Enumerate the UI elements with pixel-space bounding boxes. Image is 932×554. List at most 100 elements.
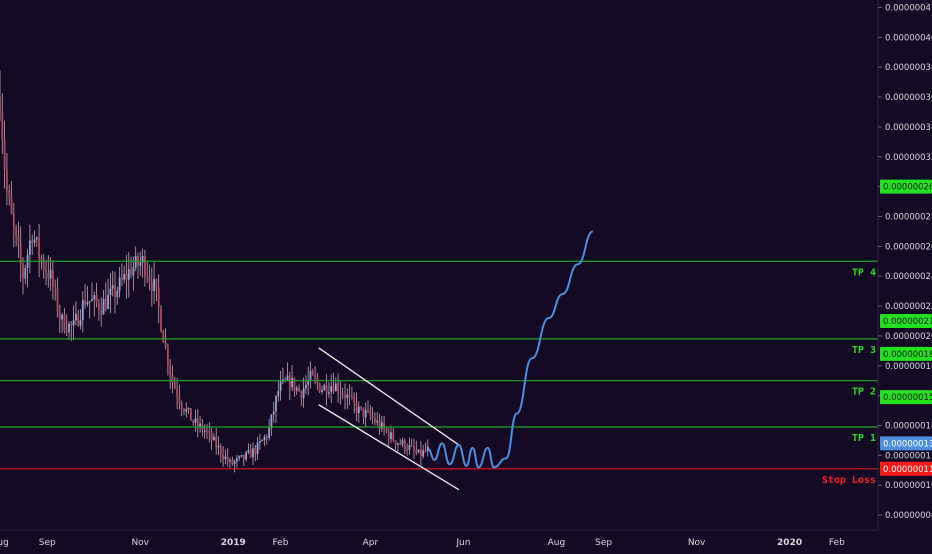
candle-body xyxy=(185,408,188,412)
candle-body xyxy=(376,420,379,423)
candle-body xyxy=(247,450,250,453)
candle-body xyxy=(328,392,330,394)
candle-body xyxy=(314,374,316,379)
candle-body xyxy=(249,450,252,458)
candle-body xyxy=(219,445,222,455)
candle-body xyxy=(277,390,280,397)
candle-body xyxy=(291,377,293,388)
candle-body xyxy=(369,410,372,416)
candle-body xyxy=(344,395,346,399)
candle-body xyxy=(95,295,98,303)
candle-body xyxy=(3,139,6,170)
price-tick-label: 0.00000008 xyxy=(885,511,932,521)
candle-body xyxy=(116,291,119,298)
candle-body xyxy=(203,430,206,432)
candle-body xyxy=(1,113,4,140)
candle-body xyxy=(213,436,215,441)
projection-line xyxy=(427,230,594,469)
levels: TP 4 TP 3 TP 2 TP 1 Stop Loss xyxy=(0,260,878,486)
candle-body xyxy=(378,420,381,429)
candle-body xyxy=(229,460,231,462)
candle-body xyxy=(238,456,241,459)
price-badges: 0.00000026 0.00000013 0.00000021 0.00000018… xyxy=(880,179,932,476)
candle-body xyxy=(102,298,105,315)
candles xyxy=(0,70,429,473)
price-badge xyxy=(880,313,932,328)
candle-body xyxy=(224,456,227,460)
level-label: TP 4 xyxy=(852,267,876,278)
time-tick-label: Feb xyxy=(829,538,845,548)
price-badge xyxy=(880,346,932,361)
candle-body xyxy=(176,388,178,397)
candle-body xyxy=(417,449,420,453)
candle-body xyxy=(84,300,86,305)
candle-body xyxy=(321,390,323,392)
price-tick-label: 0.00000014 xyxy=(885,421,932,431)
candle-body xyxy=(272,411,275,415)
candle-body xyxy=(180,403,183,409)
candle-body xyxy=(196,418,199,427)
price-badge-label: 0.00000015 xyxy=(883,393,932,403)
time-tick-label: 2020 xyxy=(777,538,802,548)
price-badge-label: 0.00000011 xyxy=(883,465,932,475)
candle-body xyxy=(371,415,374,419)
candle-body xyxy=(125,274,128,280)
candle-body xyxy=(111,284,114,289)
time-tick-label: Apr xyxy=(363,538,379,548)
candle-body xyxy=(367,410,369,412)
price-tick-label: 0.00000034 xyxy=(885,123,932,133)
candle-body xyxy=(98,302,100,311)
candle-body xyxy=(123,274,126,280)
price-tick-label: 0.00000022 xyxy=(885,302,932,312)
candle-body xyxy=(387,431,390,440)
price-badge xyxy=(880,179,932,194)
candle-body xyxy=(61,314,63,320)
candle-body xyxy=(364,410,367,418)
time-tick-label: Feb xyxy=(273,538,289,548)
candle-body xyxy=(362,407,365,418)
candle-body xyxy=(410,445,413,447)
candle-body xyxy=(256,442,259,455)
price-tick-label: 0.00000040 xyxy=(885,33,932,43)
candle-body xyxy=(132,267,135,276)
projection-path xyxy=(427,230,594,469)
candle-body xyxy=(130,269,132,276)
price-badge xyxy=(880,461,932,476)
candle-body xyxy=(302,388,305,398)
candle-body xyxy=(385,428,388,432)
candle-body xyxy=(415,450,418,453)
candle-body xyxy=(351,395,353,397)
candle-body xyxy=(222,454,224,460)
candle-body xyxy=(210,431,213,441)
candle-body xyxy=(144,255,146,276)
candle-body xyxy=(45,270,47,273)
candle-body xyxy=(47,272,50,279)
candle-body xyxy=(192,420,195,423)
candle-body xyxy=(194,418,197,423)
candle-body xyxy=(153,279,155,292)
level-label: Stop Loss xyxy=(822,475,876,486)
candle-body xyxy=(54,286,57,288)
price-badge-label: 0.00000026 xyxy=(883,183,932,193)
price-tick-label: 0.00000036 xyxy=(885,93,932,103)
candle-body xyxy=(157,287,160,308)
time-tick-label: Jun xyxy=(455,538,470,548)
candle-body xyxy=(298,387,300,392)
candle-body xyxy=(8,190,11,197)
candle-body xyxy=(286,375,289,381)
candle-body xyxy=(19,244,22,264)
candle-body xyxy=(127,269,130,280)
candle-body xyxy=(40,258,43,262)
candle-body xyxy=(17,235,20,245)
time-tick-label: Sep xyxy=(595,538,612,548)
time-axis[interactable]: Aug Sep Nov 2019 Feb Apr Jun Aug Sep Nov 2020 Feb xyxy=(0,538,845,548)
candle-body xyxy=(403,440,406,450)
candle-body xyxy=(104,298,107,309)
candle-body xyxy=(72,320,75,326)
candle-body xyxy=(383,422,385,429)
level-label: TP 2 xyxy=(852,387,876,398)
candle-body xyxy=(183,408,185,412)
candle-body xyxy=(24,267,27,279)
candle-body xyxy=(339,392,342,394)
